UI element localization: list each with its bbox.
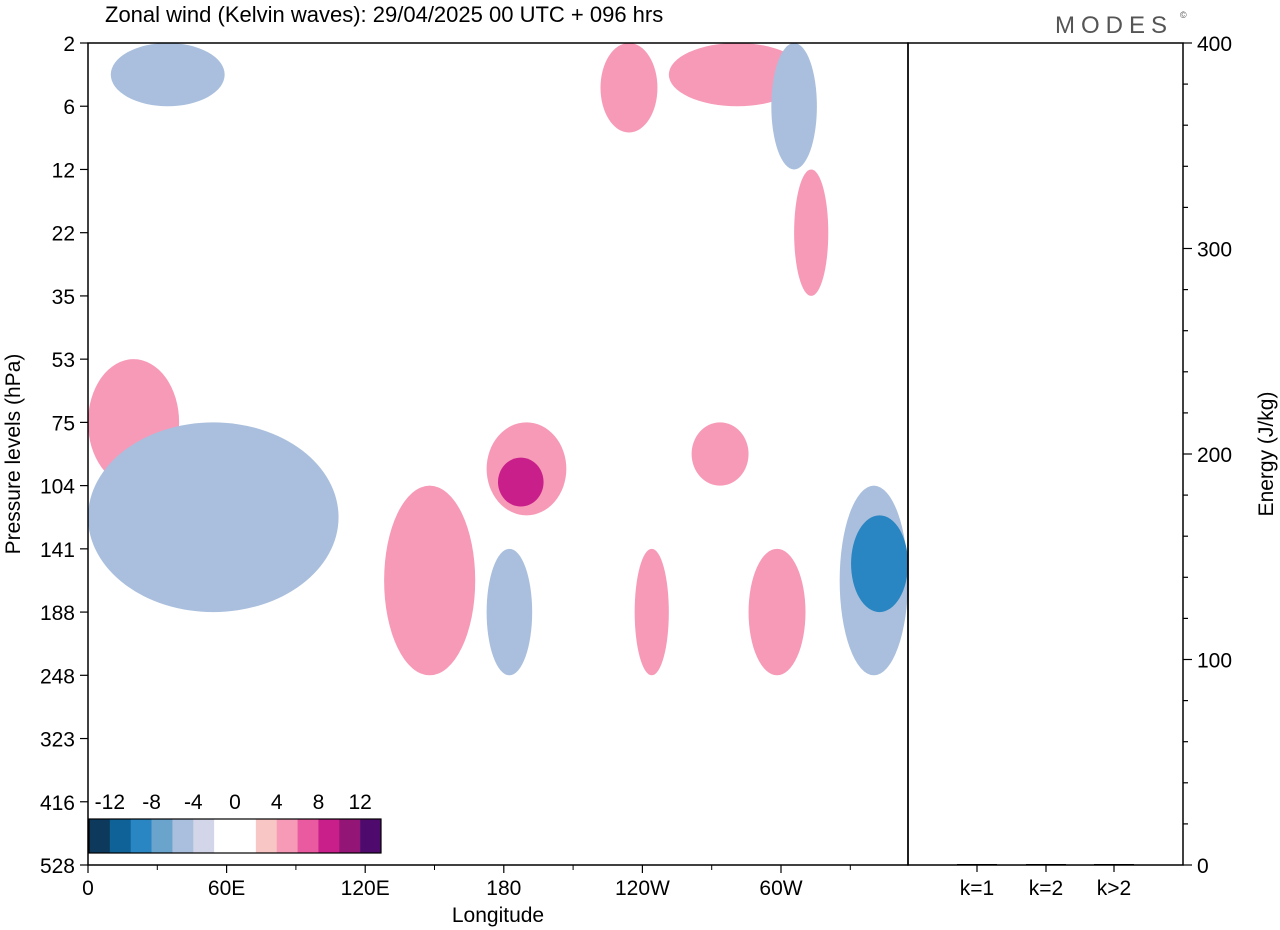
colorbar-swatch (193, 819, 215, 853)
contour-region (668, 43, 806, 107)
energy-category-label: k>2 (1097, 877, 1131, 900)
colorbar-frame (88, 818, 382, 854)
y-tick-label: 35 (52, 286, 75, 309)
contour-region (771, 42, 817, 170)
energy-categories: k=1 k=2 k>2 (957, 864, 1134, 900)
colorbar-swatch (109, 819, 132, 853)
y-tick-label: 141 (40, 539, 75, 562)
x-tick-label: 0 (82, 877, 94, 900)
colorbar: -12 -8 -4 0 4 8 12 (88, 791, 382, 854)
colorbar-swatch (89, 819, 111, 853)
y-tick-label: 248 (40, 665, 75, 688)
contour-region (600, 43, 658, 133)
y-tick-label: 22 (52, 223, 75, 246)
colorbar-swatch (276, 819, 298, 853)
y-tick-label: 2 (63, 33, 75, 56)
energy-category-label: k=2 (1029, 877, 1063, 900)
colorbar-swatch (235, 819, 257, 853)
x-axis: 0 60E 120E 180 120W 60W (82, 865, 851, 900)
x-tick-label: 60W (759, 877, 802, 900)
y-tick-label: 75 (52, 412, 75, 435)
colorbar-swatch (297, 819, 319, 853)
logo-mark: © (1180, 10, 1187, 20)
energy-category-label: k=1 (960, 877, 994, 900)
contour-region (794, 169, 829, 296)
colorbar-swatch (151, 819, 173, 853)
y-axis: 2 6 12 22 35 53 75 104 141 188 248 323 416 528 (40, 33, 88, 878)
y-tick-label: 12 (52, 159, 75, 182)
x-tick-label: 60E (208, 877, 245, 900)
energy-axis: 0 100 200 300 400 (1183, 33, 1232, 878)
colorbar-swatch (339, 819, 361, 853)
colorbar-label: 0 (229, 791, 241, 814)
x-tick-label: 120W (615, 877, 670, 900)
energy-bar (1026, 864, 1066, 865)
modes-logo: MODES (1055, 12, 1173, 39)
contour-region (691, 422, 749, 486)
y-tick-label: 188 (40, 602, 75, 625)
contour-region (851, 515, 908, 613)
contour-region (748, 548, 806, 676)
energy-tick-label: 300 (1197, 239, 1232, 262)
contour-region (384, 485, 476, 676)
colorbar-label: -8 (142, 791, 161, 814)
x-tick-label: 120E (341, 877, 390, 900)
y-tick-label: 6 (63, 96, 75, 119)
x-axis-label: Longitude (452, 904, 544, 927)
colorbar-label: 12 (348, 791, 371, 814)
chart-title: Zonal wind (Kelvin waves): 29/04/2025 00… (105, 2, 663, 27)
colorbar-swatch (172, 819, 194, 853)
colorbar-label: 8 (313, 791, 325, 814)
contour-region (486, 548, 533, 676)
contour-region (634, 548, 669, 676)
energy-tick-label: 400 (1197, 33, 1232, 56)
y-tick-label: 416 (40, 792, 75, 815)
y-tick-label: 53 (52, 349, 75, 372)
energy-tick-label: 100 (1197, 650, 1232, 673)
colorbar-label: -4 (184, 791, 203, 814)
colorbar-swatch (255, 819, 278, 853)
y-tick-label: 104 (40, 476, 75, 499)
colorbar-swatch (318, 819, 340, 853)
energy-bar (957, 864, 997, 865)
colorbar-label: 4 (271, 791, 283, 814)
contour-region (498, 457, 544, 507)
colorbar-label: -12 (95, 791, 125, 814)
colorbar-swatch (214, 819, 236, 853)
x-tick-label: 180 (486, 877, 521, 900)
colorbar-swatch (360, 819, 382, 853)
y-tick-label: 528 (40, 855, 75, 878)
energy-tick-label: 0 (1197, 855, 1209, 878)
contour-region (110, 43, 225, 107)
energy-tick-label: 200 (1197, 444, 1232, 467)
contour-region (87, 422, 339, 613)
energy-frame (907, 42, 1184, 866)
y-axis-label: Pressure levels (hPa) (2, 354, 25, 555)
energy-axis-label: Energy (J/kg) (1255, 392, 1278, 517)
wind-contours (87, 42, 908, 676)
y-tick-label: 323 (40, 729, 75, 752)
colorbar-swatch (130, 819, 152, 853)
energy-bar (1094, 864, 1134, 865)
